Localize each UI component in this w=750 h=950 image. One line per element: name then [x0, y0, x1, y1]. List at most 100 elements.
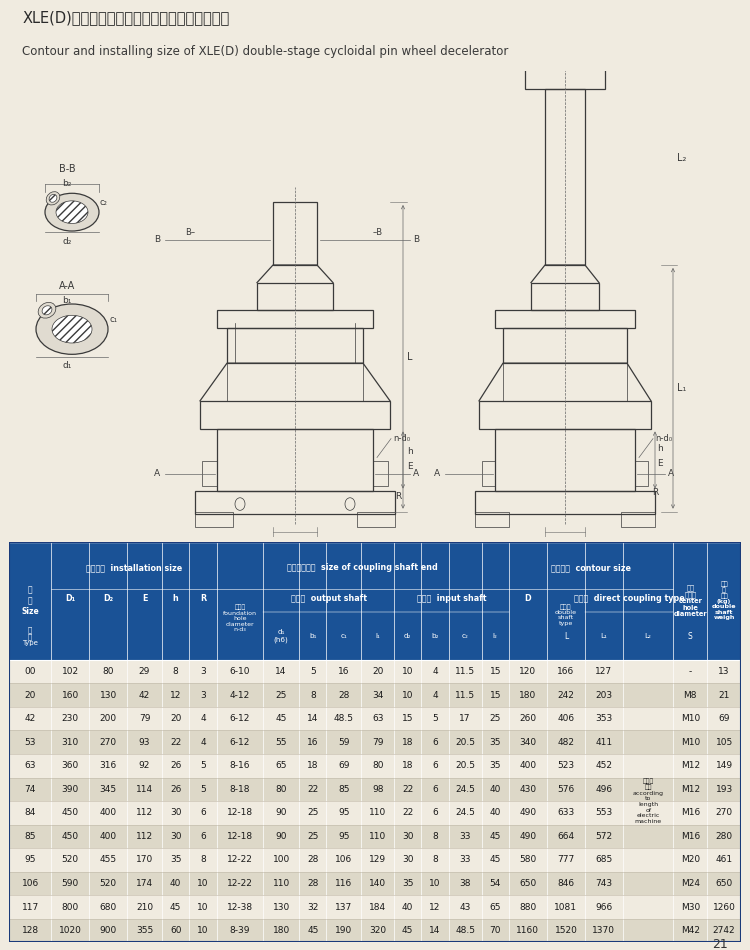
Text: 12-18: 12-18: [227, 808, 253, 817]
Text: 450: 450: [62, 832, 79, 841]
Text: 54: 54: [490, 879, 501, 888]
Text: 10: 10: [197, 926, 208, 935]
Ellipse shape: [38, 302, 56, 318]
Text: 20: 20: [25, 691, 36, 699]
Text: 6-12: 6-12: [230, 714, 251, 723]
Text: 12-22: 12-22: [227, 879, 253, 888]
Bar: [9, 754, 741, 777]
Text: 15: 15: [490, 691, 501, 699]
Text: 20: 20: [170, 714, 182, 723]
Text: 777: 777: [557, 855, 574, 864]
Text: L: L: [564, 632, 568, 640]
Text: 8-39: 8-39: [230, 926, 251, 935]
Text: 520: 520: [62, 855, 79, 864]
Text: 193: 193: [716, 785, 733, 794]
Text: Contour and installing size of XLE(D) double-stage cycloidal pin wheel decelerat: Contour and installing size of XLE(D) do…: [22, 46, 508, 58]
Text: 174: 174: [136, 879, 153, 888]
Text: 5: 5: [200, 761, 206, 770]
Bar: [621, 512, 655, 526]
Text: 482: 482: [557, 738, 574, 747]
Text: 1081: 1081: [554, 902, 578, 912]
Text: 110: 110: [369, 832, 386, 841]
Text: 633: 633: [557, 808, 574, 817]
Text: 4-12: 4-12: [230, 691, 250, 699]
Text: 30: 30: [170, 832, 182, 841]
Text: 18: 18: [402, 738, 413, 747]
Text: B: B: [413, 236, 419, 244]
Text: 45: 45: [402, 926, 413, 935]
Text: h: h: [172, 594, 178, 602]
Text: L₂: L₂: [677, 153, 686, 163]
Text: 95: 95: [338, 832, 350, 841]
Text: D₁: D₁: [65, 594, 75, 602]
Text: 42: 42: [139, 691, 150, 699]
Text: 35: 35: [490, 738, 501, 747]
Text: 127: 127: [596, 667, 613, 676]
Bar: [195, 512, 233, 526]
Bar: [9, 801, 741, 825]
Ellipse shape: [52, 315, 92, 343]
Text: 576: 576: [557, 785, 574, 794]
Text: 26: 26: [170, 761, 182, 770]
Ellipse shape: [42, 306, 52, 314]
Text: 59: 59: [338, 738, 350, 747]
Text: 16: 16: [307, 738, 319, 747]
Text: M20: M20: [681, 855, 700, 864]
Text: 32: 32: [307, 902, 319, 912]
Text: b₂: b₂: [62, 180, 72, 188]
Text: 21: 21: [712, 938, 728, 950]
Text: 12-22: 12-22: [227, 855, 253, 864]
Text: 8: 8: [432, 832, 438, 841]
Text: 106: 106: [22, 879, 39, 888]
Text: XLE(D)型双级摆线针轮减速机的外形及安装尺寸: XLE(D)型双级摆线针轮减速机的外形及安装尺寸: [22, 10, 230, 25]
Text: 45: 45: [307, 926, 319, 935]
Text: 20.5: 20.5: [455, 761, 476, 770]
Text: 98: 98: [372, 785, 383, 794]
Text: 105: 105: [716, 738, 733, 747]
Text: 74: 74: [25, 785, 36, 794]
Text: B–: B–: [185, 228, 195, 237]
Text: 24.5: 24.5: [455, 785, 475, 794]
Text: n-d₀: n-d₀: [393, 434, 410, 443]
Bar: [525, 51, 605, 89]
Text: 34: 34: [372, 691, 383, 699]
Text: 69: 69: [338, 761, 350, 770]
Text: 63: 63: [24, 761, 36, 770]
Text: D₁: D₁: [560, 569, 570, 579]
Bar: [9, 825, 741, 848]
Text: 轴伸联接尺寸  size of coupling shaft end: 轴伸联接尺寸 size of coupling shaft end: [287, 563, 438, 572]
Bar: [257, 282, 333, 311]
Bar: [357, 512, 395, 526]
Text: B-B: B-B: [58, 164, 75, 175]
Text: A: A: [154, 469, 160, 479]
Text: 743: 743: [596, 879, 613, 888]
Text: l₂: l₂: [493, 633, 498, 639]
Text: 92: 92: [139, 761, 150, 770]
Bar: [9, 731, 741, 754]
Text: 5: 5: [200, 785, 206, 794]
Text: 680: 680: [100, 902, 117, 912]
Text: -: -: [688, 667, 692, 676]
Bar: [9, 848, 741, 872]
Text: M24: M24: [681, 879, 700, 888]
Text: D₂: D₂: [560, 555, 570, 563]
Bar: [531, 282, 599, 311]
Bar: [482, 462, 495, 486]
Text: A-A: A-A: [58, 281, 75, 292]
Text: 14: 14: [307, 714, 319, 723]
Text: 3: 3: [200, 691, 206, 699]
Text: 650: 650: [716, 879, 733, 888]
Text: 80: 80: [103, 667, 114, 676]
Text: 880: 880: [519, 902, 536, 912]
Text: d₁: d₁: [62, 361, 72, 370]
Text: 210: 210: [136, 902, 153, 912]
Text: 2742: 2742: [712, 926, 736, 935]
Bar: [273, 202, 317, 265]
Text: 69: 69: [718, 714, 730, 723]
Bar: [475, 512, 509, 526]
Text: 80: 80: [275, 785, 287, 794]
Text: 112: 112: [136, 808, 153, 817]
Text: 12-38: 12-38: [227, 902, 253, 912]
Text: 345: 345: [100, 785, 117, 794]
Text: 1160: 1160: [517, 926, 539, 935]
